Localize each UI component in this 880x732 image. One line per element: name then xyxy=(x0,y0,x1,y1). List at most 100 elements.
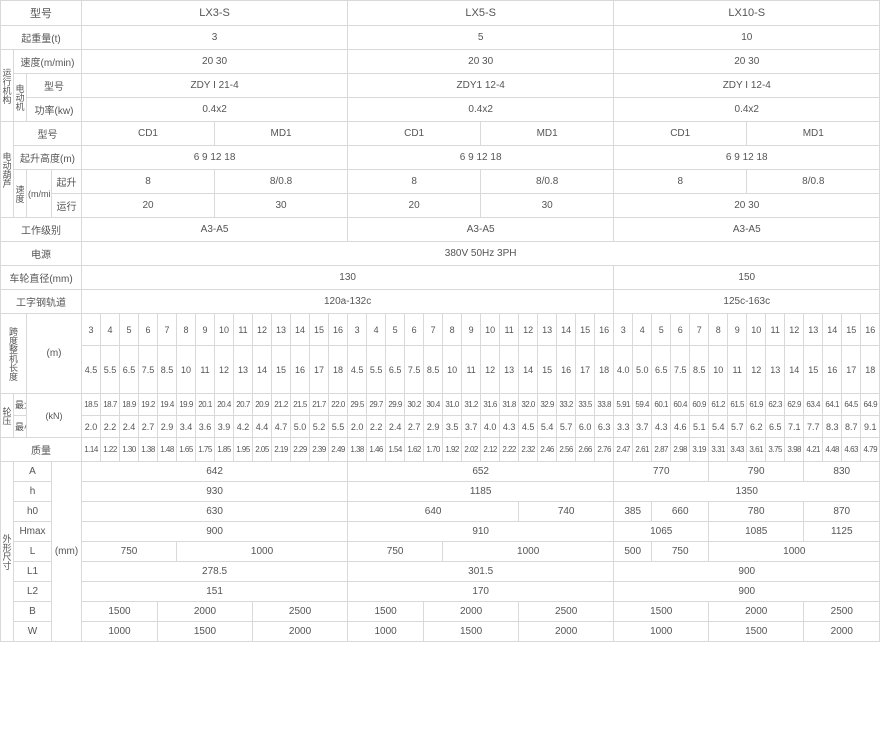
label-travel: 运行 xyxy=(52,194,82,218)
W-3: 2000 xyxy=(253,622,348,642)
lift-height-2: 6 9 12 18 xyxy=(348,146,614,170)
label-L: L xyxy=(14,542,52,562)
wheel-dia-1: 130 xyxy=(82,266,614,290)
label-min: 最小 xyxy=(14,416,27,438)
power-3: 0.4x2 xyxy=(614,98,880,122)
lift-speed-1: 8 xyxy=(82,170,215,194)
B-9: 2500 xyxy=(804,602,880,622)
label-dims: 外形尺寸 xyxy=(1,462,14,642)
L2-2: 170 xyxy=(348,582,614,602)
L2-3: 900 xyxy=(614,582,880,602)
L-1: 750 xyxy=(82,542,177,562)
B-6: 2500 xyxy=(519,602,614,622)
motor-model-3: ZDY I 12-4 xyxy=(614,74,880,98)
travel-4: 30 xyxy=(481,194,614,218)
label-hoist-model: 型号 xyxy=(14,122,82,146)
W-6: 2000 xyxy=(519,622,614,642)
capacity-2: 5 xyxy=(348,26,614,50)
W-4: 1000 xyxy=(348,622,424,642)
spec-table: 型号 LX3-S LX5-S LX10-S 起重量(t) 3 5 10 运行机构… xyxy=(0,0,880,642)
L-6: 750 xyxy=(652,542,709,562)
L-2: 1000 xyxy=(177,542,348,562)
travel-5: 20 30 xyxy=(614,194,880,218)
label-speed: 速度(m/min) xyxy=(14,50,82,74)
W-7: 1000 xyxy=(614,622,709,642)
hoist-model-3: CD1 xyxy=(348,122,481,146)
run-speed-3: 20 30 xyxy=(614,50,880,74)
h0-1: 630 xyxy=(82,502,348,522)
h0-3: 740 xyxy=(519,502,614,522)
label-motor: 电动机 xyxy=(14,74,27,122)
lift-height-3: 6 9 12 18 xyxy=(614,146,880,170)
A-4: 790 xyxy=(709,462,804,482)
travel-1: 20 xyxy=(82,194,215,218)
label-work-class: 工作级别 xyxy=(1,218,82,242)
B-2: 2000 xyxy=(158,602,253,622)
label-i-beam: 工字钢轨道 xyxy=(1,290,82,314)
label-capacity: 起重量(t) xyxy=(1,26,82,50)
B-7: 1500 xyxy=(614,602,709,622)
motor-model-2: ZDY1 12-4 xyxy=(348,74,614,98)
lift-speed-4: 8/0.8 xyxy=(481,170,614,194)
label-m: (m) xyxy=(27,314,82,394)
lift-height-1: 6 9 12 18 xyxy=(82,146,348,170)
hoist-model-5: CD1 xyxy=(614,122,747,146)
W-9: 2000 xyxy=(804,622,880,642)
power-2: 0.4x2 xyxy=(348,98,614,122)
i-beam-1: 120a-132c xyxy=(82,290,614,314)
mass-row: 质量 1.141.221.301.381.481.651.751.851.952… xyxy=(1,438,880,462)
capacity-3: 10 xyxy=(614,26,880,50)
L2-1: 151 xyxy=(82,582,348,602)
label-max: 最大 xyxy=(14,394,27,416)
label-h0: h0 xyxy=(14,502,52,522)
lift-speed-2: 8/0.8 xyxy=(215,170,348,194)
h0-7: 870 xyxy=(804,502,880,522)
Hmax-3: 1065 xyxy=(614,522,709,542)
Hmax-2: 910 xyxy=(348,522,614,542)
h0-4: 385 xyxy=(614,502,652,522)
A-3: 770 xyxy=(614,462,709,482)
label-B: B xyxy=(14,602,52,622)
L1-3: 900 xyxy=(614,562,880,582)
h0-2: 640 xyxy=(348,502,519,522)
label-Hmax: Hmax xyxy=(14,522,52,542)
B-5: 2000 xyxy=(424,602,519,622)
h-1: 930 xyxy=(82,482,348,502)
hoist-model-1: CD1 xyxy=(82,122,215,146)
Hmax-5: 1125 xyxy=(804,522,880,542)
B-3: 2500 xyxy=(253,602,348,622)
h0-5: 660 xyxy=(652,502,709,522)
A-5: 830 xyxy=(804,462,880,482)
A-2: 652 xyxy=(348,462,614,482)
W-1: 1000 xyxy=(82,622,158,642)
label-running: 运行机构 xyxy=(1,50,14,122)
work-class-3: A3-A5 xyxy=(614,218,880,242)
W-5: 1500 xyxy=(424,622,519,642)
L-7: 1000 xyxy=(709,542,880,562)
capacity-1: 3 xyxy=(82,26,348,50)
L1-1: 278.5 xyxy=(82,562,348,582)
lift-speed-6: 8/0.8 xyxy=(747,170,880,194)
model-1: LX3-S xyxy=(82,1,348,26)
model-3: LX10-S xyxy=(614,1,880,26)
label-power-supply: 电源 xyxy=(1,242,82,266)
label-hoist: 电动葫芦 xyxy=(1,122,14,218)
label-A: A xyxy=(14,462,52,482)
span-row-2: 4.55.56.57.58.5101112131415161718 4.55.5… xyxy=(1,346,880,394)
hoist-model-6: MD1 xyxy=(747,122,880,146)
label-L1: L1 xyxy=(14,562,52,582)
label-mm: (mm) xyxy=(52,462,82,642)
wp-min-row: 最小 2.02.22.42.72.93.43.63.94.24.44.75.05… xyxy=(1,416,880,438)
run-speed-2: 20 30 xyxy=(348,50,614,74)
label-model: 型号 xyxy=(1,1,82,26)
h0-6: 780 xyxy=(709,502,804,522)
Hmax-4: 1085 xyxy=(709,522,804,542)
lift-speed-3: 8 xyxy=(348,170,481,194)
W-2: 1500 xyxy=(158,622,253,642)
label-span: 跨度整机长度 xyxy=(1,314,27,394)
work-class-1: A3-A5 xyxy=(82,218,348,242)
label-wheel-pressure: 轮压 xyxy=(1,394,14,438)
label-kn: (kN) xyxy=(27,394,82,438)
work-class-2: A3-A5 xyxy=(348,218,614,242)
run-speed-1: 20 30 xyxy=(82,50,348,74)
